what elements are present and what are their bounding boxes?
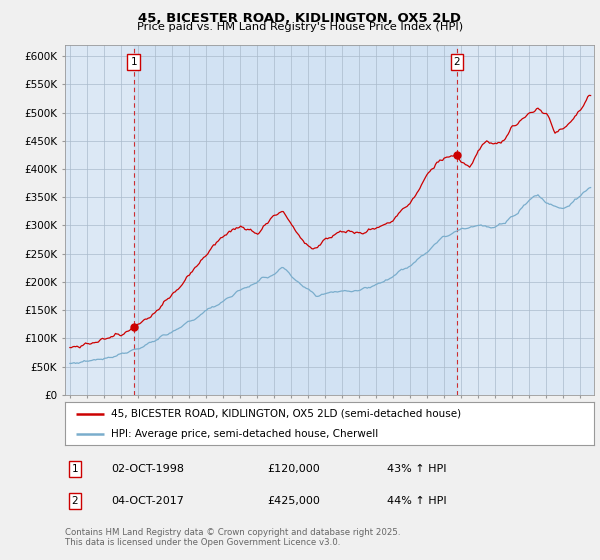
Text: £425,000: £425,000 xyxy=(267,496,320,506)
Text: 43% ↑ HPI: 43% ↑ HPI xyxy=(387,464,446,474)
Text: 1: 1 xyxy=(71,464,79,474)
Text: Price paid vs. HM Land Registry's House Price Index (HPI): Price paid vs. HM Land Registry's House … xyxy=(137,22,463,32)
Text: 04-OCT-2017: 04-OCT-2017 xyxy=(111,496,184,506)
Text: 02-OCT-1998: 02-OCT-1998 xyxy=(111,464,184,474)
Text: 45, BICESTER ROAD, KIDLINGTON, OX5 2LD: 45, BICESTER ROAD, KIDLINGTON, OX5 2LD xyxy=(139,12,461,25)
Bar xyxy=(134,45,457,395)
Text: 2: 2 xyxy=(71,496,79,506)
Text: HPI: Average price, semi-detached house, Cherwell: HPI: Average price, semi-detached house,… xyxy=(112,430,379,439)
Text: 44% ↑ HPI: 44% ↑ HPI xyxy=(387,496,446,506)
Text: 2: 2 xyxy=(454,57,460,67)
Text: 45, BICESTER ROAD, KIDLINGTON, OX5 2LD (semi-detached house): 45, BICESTER ROAD, KIDLINGTON, OX5 2LD (… xyxy=(112,409,461,419)
Text: 1: 1 xyxy=(130,57,137,67)
Text: £120,000: £120,000 xyxy=(267,464,320,474)
Text: Contains HM Land Registry data © Crown copyright and database right 2025.
This d: Contains HM Land Registry data © Crown c… xyxy=(65,528,400,547)
